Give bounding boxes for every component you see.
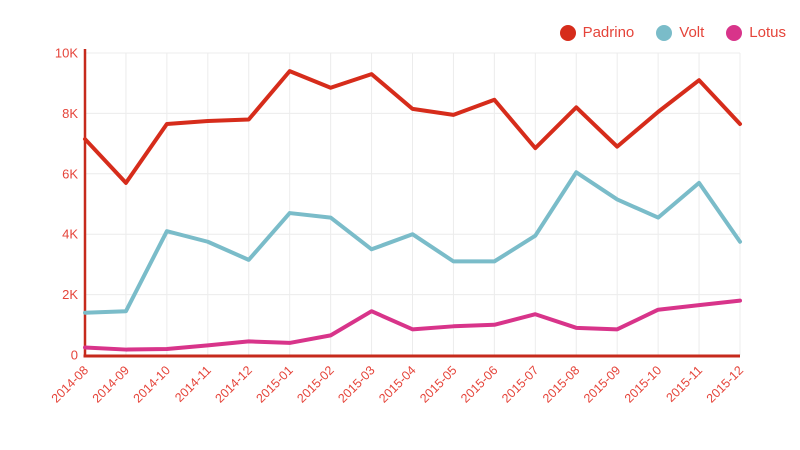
y-tick-label: 2K [62,287,78,302]
x-tick-label: 2014-08 [49,363,91,405]
volt-line [83,170,742,315]
x-tick-label: 2015-10 [622,363,664,405]
x-tick-label: 2015-01 [253,363,295,405]
legend-label-lotus: Lotus [749,24,786,41]
lotus-line [83,298,742,352]
x-tick-label: 2015-09 [581,363,623,405]
x-tick-label: 2015-05 [417,363,459,405]
padrino-line [83,69,742,185]
legend-item-lotus[interactable]: Lotus [726,24,786,41]
x-tick-label: 2015-11 [663,363,705,405]
x-tick-label: 2015-04 [376,363,418,405]
legend-swatch-volt-icon [656,24,673,41]
x-tick-label: 2014-09 [90,363,132,405]
y-tick-label: 4K [62,227,78,242]
x-tick-label: 2014-11 [172,363,214,405]
y-tick-label: 0 [71,348,78,363]
legend-label-padrino: Padrino [582,24,635,41]
legend-swatch-padrino-icon [559,24,576,41]
x-tick-label: 2014-12 [213,363,255,405]
y-tick-label: 10K [55,46,78,61]
x-tick-label: 2015-07 [499,363,541,405]
x-tick-label: 2015-08 [540,363,582,405]
y-tick-label: 6K [62,166,78,181]
x-tick-label: 2015-03 [335,363,377,405]
chart-legend: Padrino Volt Lotus [559,24,786,41]
legend-swatch-lotus-icon [726,24,743,41]
x-tick-label: 2014-10 [131,363,173,405]
x-tick-label: 2015-06 [458,363,500,405]
legend-item-volt[interactable]: Volt [656,24,704,41]
legend-item-padrino[interactable]: Padrino [559,24,635,41]
legend-label-volt: Volt [679,24,705,41]
x-tick-label: 2015-12 [704,363,746,405]
y-tick-label: 8K [62,106,78,121]
x-tick-label: 2015-02 [294,363,336,405]
